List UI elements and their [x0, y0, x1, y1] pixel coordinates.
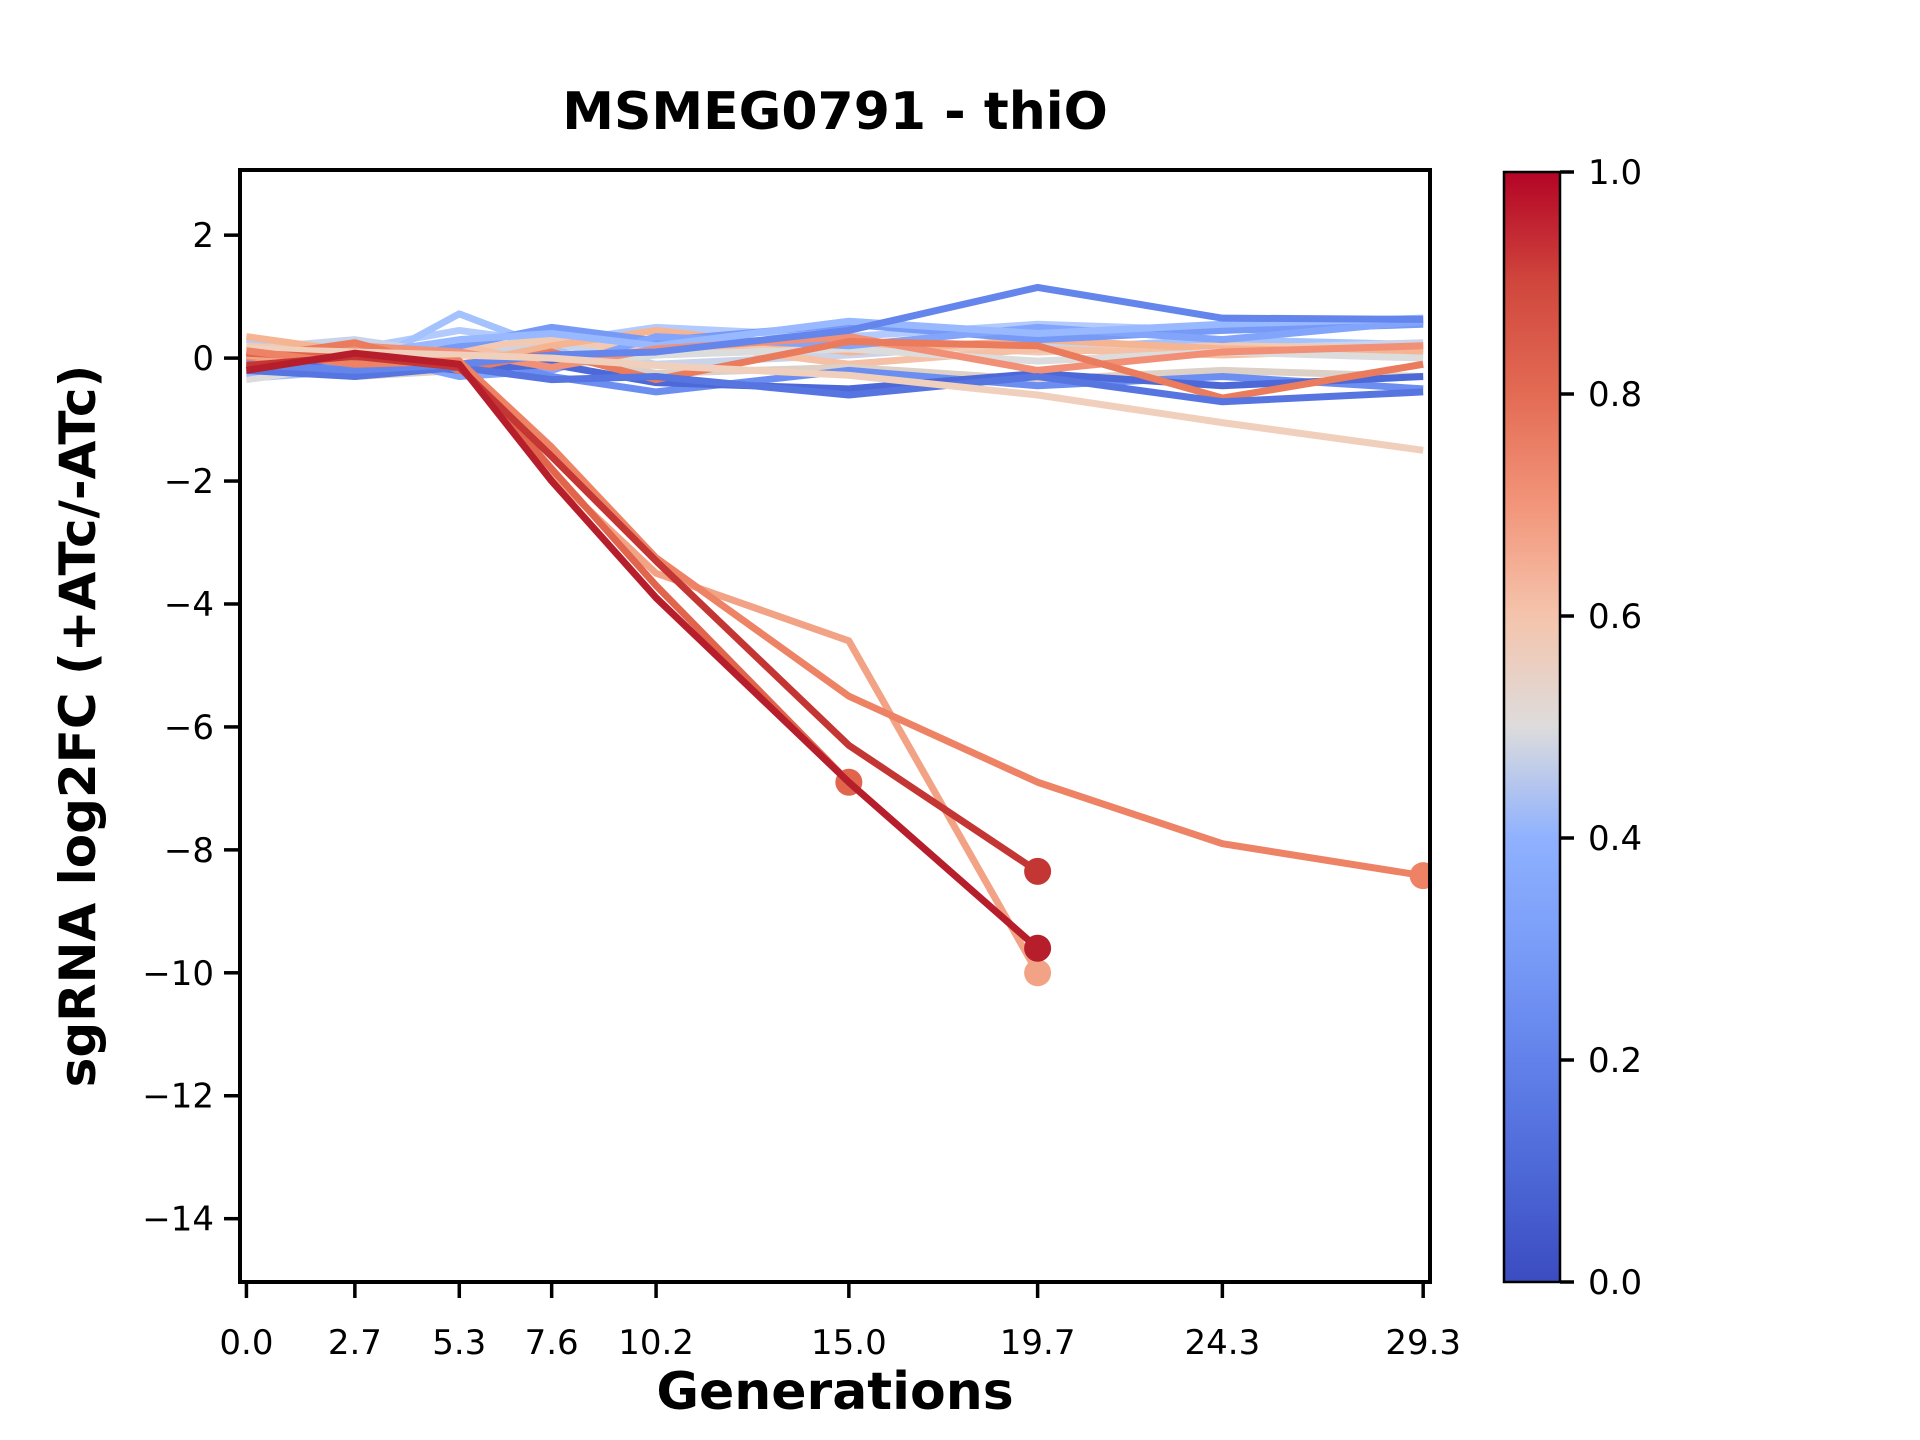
y-tick-label: 2: [192, 216, 214, 256]
x-tick-label: 15.0: [811, 1323, 887, 1363]
y-tick-label: −12: [142, 1077, 214, 1117]
y-tick-label: −2: [164, 462, 214, 502]
y-tick-label: −10: [142, 954, 214, 994]
chart-title: MSMEG0791 - thiO: [562, 82, 1108, 142]
colorbar-tick-label: 1.0: [1588, 153, 1642, 193]
series-lines-group: [245, 283, 1430, 987]
x-tick-label: 19.7: [1000, 1323, 1076, 1363]
x-axis-label: Generations: [656, 1362, 1014, 1422]
colorbar-tick-label: 0.6: [1588, 597, 1642, 637]
series-line-16: [246, 283, 1424, 374]
colorbar-tick-label: 0.0: [1588, 1263, 1642, 1303]
colorbar-tick-label: 0.2: [1588, 1041, 1642, 1081]
x-tick-label: 0.0: [219, 1323, 273, 1363]
x-tick-label: 29.3: [1385, 1323, 1461, 1363]
colorbar-tick-label: 0.4: [1588, 819, 1642, 859]
x-tick-label: 7.6: [525, 1323, 579, 1363]
series-end-marker-22: [1024, 934, 1052, 962]
series-end-marker-21: [1024, 857, 1052, 885]
y-tick-label: −6: [164, 708, 214, 748]
colorbar-frame: [1502, 170, 1562, 1284]
y-axis-label: sgRNA log2FC (+ATc/-ATc): [49, 364, 107, 1088]
x-tick-label: 10.2: [618, 1323, 694, 1363]
x-tick-label: 5.3: [432, 1323, 486, 1363]
y-tick-label: −8: [164, 831, 214, 871]
colorbar-tick-label: 0.8: [1588, 375, 1642, 415]
series-end-marker-20: [1409, 862, 1430, 890]
series-line-17: [246, 345, 1424, 454]
x-tick-label: 24.3: [1185, 1323, 1261, 1363]
x-tick-label: 2.7: [328, 1323, 382, 1363]
y-tick-label: −4: [164, 585, 214, 625]
series-line-15: [246, 363, 1424, 406]
y-tick-label: −14: [142, 1200, 214, 1240]
colorbar-gradient: [1504, 172, 1560, 1282]
series-end-marker-18: [1024, 959, 1052, 987]
series-line-22: [245, 349, 1040, 951]
y-tick-label: 0: [192, 339, 214, 379]
